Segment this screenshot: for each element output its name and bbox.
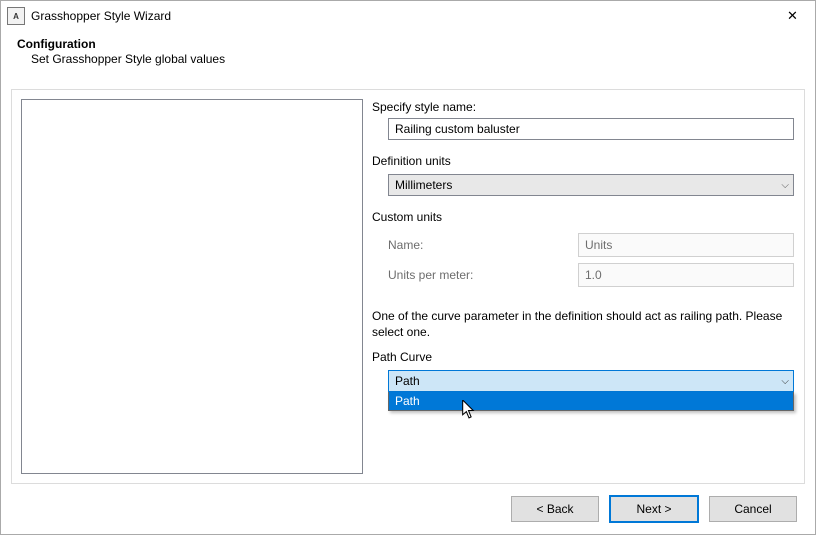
custom-upm-row: Units per meter: 1.0	[388, 260, 794, 290]
preview-panel	[21, 99, 363, 474]
custom-name-field: Units	[578, 233, 794, 257]
style-name-label: Specify style name:	[372, 100, 794, 114]
close-button[interactable]: ✕	[770, 1, 815, 31]
content-frame: Specify style name: Definition units Mil…	[11, 89, 805, 484]
header-title: Configuration	[17, 37, 799, 51]
app-icon: A	[7, 7, 25, 25]
path-curve-option[interactable]: Path	[389, 392, 793, 410]
back-button[interactable]: < Back	[511, 496, 599, 522]
wizard-window: A Grasshopper Style Wizard ✕ Configurati…	[0, 0, 816, 535]
path-curve-display[interactable]: Path ⌵	[388, 370, 794, 392]
definition-units-value: Millimeters	[395, 178, 781, 192]
footer: < Back Next > Cancel	[1, 484, 815, 534]
custom-upm-label: Units per meter:	[388, 268, 578, 282]
chevron-down-icon: ⌵	[781, 180, 789, 191]
form-panel: Specify style name: Definition units Mil…	[372, 100, 794, 473]
close-icon: ✕	[787, 8, 798, 24]
custom-units-label: Custom units	[372, 210, 794, 224]
path-curve-label: Path Curve	[372, 350, 794, 364]
path-description: One of the curve parameter in the defini…	[372, 308, 794, 340]
header-subtitle: Set Grasshopper Style global values	[17, 52, 799, 66]
cancel-button[interactable]: Cancel	[709, 496, 797, 522]
chevron-down-icon: ⌵	[781, 376, 789, 387]
path-curve-dropdown: Path	[388, 392, 794, 411]
window-title: Grasshopper Style Wizard	[31, 9, 770, 23]
titlebar: A Grasshopper Style Wizard ✕	[1, 1, 815, 31]
custom-name-row: Name: Units	[388, 230, 794, 260]
definition-units-select[interactable]: Millimeters ⌵	[388, 174, 794, 196]
path-curve-selected: Path	[395, 374, 781, 388]
wizard-header: Configuration Set Grasshopper Style glob…	[1, 31, 815, 78]
definition-units-label: Definition units	[372, 154, 794, 168]
style-name-input[interactable]	[388, 118, 794, 140]
next-button[interactable]: Next >	[609, 495, 699, 523]
path-curve-combo[interactable]: Path ⌵ Path	[388, 370, 794, 411]
custom-upm-field: 1.0	[578, 263, 794, 287]
custom-name-label: Name:	[388, 238, 578, 252]
custom-units-group: Name: Units Units per meter: 1.0	[388, 230, 794, 290]
